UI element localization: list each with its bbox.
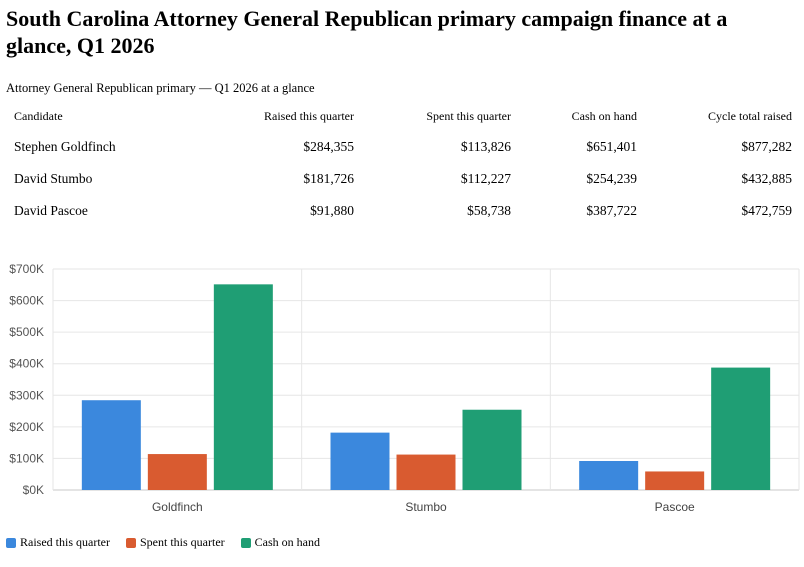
cash-on-hand-cell: $254,239 bbox=[586, 171, 637, 186]
spent-cell: $58,738 bbox=[467, 203, 511, 218]
bar-pascoe-1 bbox=[645, 471, 705, 490]
candidate-name-cell: David Pascoe bbox=[14, 203, 88, 218]
cycle-total-cell: $432,885 bbox=[741, 171, 792, 186]
legend-label-raised: Raised this quarter bbox=[20, 535, 110, 549]
column-header-cycle-total: Cycle total raised bbox=[708, 109, 792, 123]
table-header-row: Candidate Raised this quarter Spent this… bbox=[6, 102, 794, 131]
raised-cell: $91,880 bbox=[310, 203, 354, 218]
bar-goldfinch-1 bbox=[147, 454, 207, 490]
column-header-spent: Spent this quarter bbox=[426, 109, 511, 123]
column-header-raised: Raised this quarter bbox=[264, 109, 354, 123]
raised-cell: $181,726 bbox=[303, 171, 354, 186]
y-tick-label: $300K bbox=[9, 388, 44, 402]
bar-stumbo-2 bbox=[462, 409, 522, 490]
x-tick-label: Pascoe bbox=[655, 500, 695, 514]
chart-legend: Raised this quarter Spent this quarter C… bbox=[6, 535, 320, 550]
y-tick-label: $600K bbox=[9, 294, 44, 308]
table-row: David Pascoe $91,880 $58,738 $387,722 $4… bbox=[6, 195, 794, 227]
raised-cell: $284,355 bbox=[303, 139, 354, 154]
legend-item-cash-on-hand: Cash on hand bbox=[240, 535, 320, 550]
bar-pascoe-2 bbox=[711, 367, 771, 490]
legend-swatch-cash-on-hand bbox=[240, 537, 251, 548]
spent-cell: $113,826 bbox=[460, 139, 511, 154]
y-tick-label: $100K bbox=[9, 451, 44, 465]
legend-swatch-raised bbox=[6, 537, 16, 548]
y-tick-label: $500K bbox=[9, 325, 44, 339]
x-tick-label: Stumbo bbox=[405, 500, 447, 514]
candidate-name-cell: David Stumbo bbox=[14, 171, 93, 186]
legend-label-cash-on-hand: Cash on hand bbox=[254, 535, 320, 549]
legend-item-spent: Spent this quarter bbox=[125, 535, 225, 550]
table-row: David Stumbo $181,726 $112,227 $254,239 … bbox=[6, 163, 794, 195]
spent-cell: $112,227 bbox=[460, 171, 511, 186]
table-caption: Attorney General Republican primary — Q1… bbox=[6, 81, 315, 95]
bar-stumbo-1 bbox=[396, 454, 456, 490]
table-row: Stephen Goldfinch $284,355 $113,826 $651… bbox=[6, 131, 794, 163]
candidate-name-cell: Stephen Goldfinch bbox=[14, 139, 116, 154]
legend-item-raised: Raised this quarter bbox=[6, 535, 110, 550]
finance-table: Candidate Raised this quarter Spent this… bbox=[6, 102, 794, 227]
column-header-cash-on-hand: Cash on hand bbox=[571, 109, 637, 123]
cash-on-hand-cell: $387,722 bbox=[586, 203, 637, 218]
y-tick-label: $0K bbox=[23, 483, 44, 497]
cycle-total-cell: $472,759 bbox=[741, 203, 792, 218]
bar-pascoe-0 bbox=[579, 460, 639, 490]
bar-goldfinch-2 bbox=[213, 284, 273, 490]
page-title: South Carolina Attorney General Republic… bbox=[6, 6, 728, 58]
bar-chart: $0K $100K $200K $300K $400K $500K $600K $700K Go… bbox=[9, 262, 800, 514]
x-tick-label: Goldfinch bbox=[152, 500, 203, 514]
legend-label-spent: Spent this quarter bbox=[139, 535, 225, 549]
bar-goldfinch-0 bbox=[81, 400, 141, 490]
y-tick-label: $200K bbox=[9, 420, 44, 434]
legend-swatch-spent bbox=[125, 537, 136, 548]
cycle-total-cell: $877,282 bbox=[741, 139, 792, 154]
cash-on-hand-cell: $651,401 bbox=[586, 139, 637, 154]
bar-stumbo-0 bbox=[330, 432, 390, 490]
column-header-candidate: Candidate bbox=[14, 109, 63, 123]
y-tick-label: $700K bbox=[9, 262, 44, 276]
y-tick-label: $400K bbox=[9, 357, 44, 371]
